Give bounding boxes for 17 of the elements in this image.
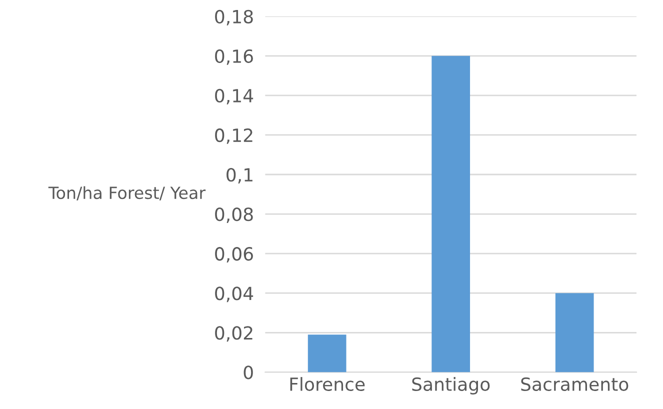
bar (308, 334, 346, 372)
y-tick-label: 0,06 (215, 247, 253, 263)
x-tick-label: Santiago (412, 377, 490, 395)
x-tick-label: Florence (290, 377, 365, 392)
y-tick-label: 0 (244, 366, 253, 380)
y-tick-label: 0,16 (215, 49, 253, 65)
y-tick-label: 0,14 (215, 88, 254, 104)
y-tick-label: 0,1 (226, 168, 252, 184)
y-tick-label: 0,18 (215, 10, 253, 26)
y-tick-label: 0,12 (215, 128, 252, 144)
y-tick-label: 0,04 (215, 286, 254, 302)
y-axis-title: Ton/ha Forest/ Year (48, 186, 206, 200)
bar (432, 56, 470, 372)
y-tick-label: 0,02 (215, 326, 252, 342)
y-tick-label: 0,08 (215, 208, 253, 223)
bar (555, 293, 594, 372)
x-tick-label: Sacramento (521, 377, 628, 392)
